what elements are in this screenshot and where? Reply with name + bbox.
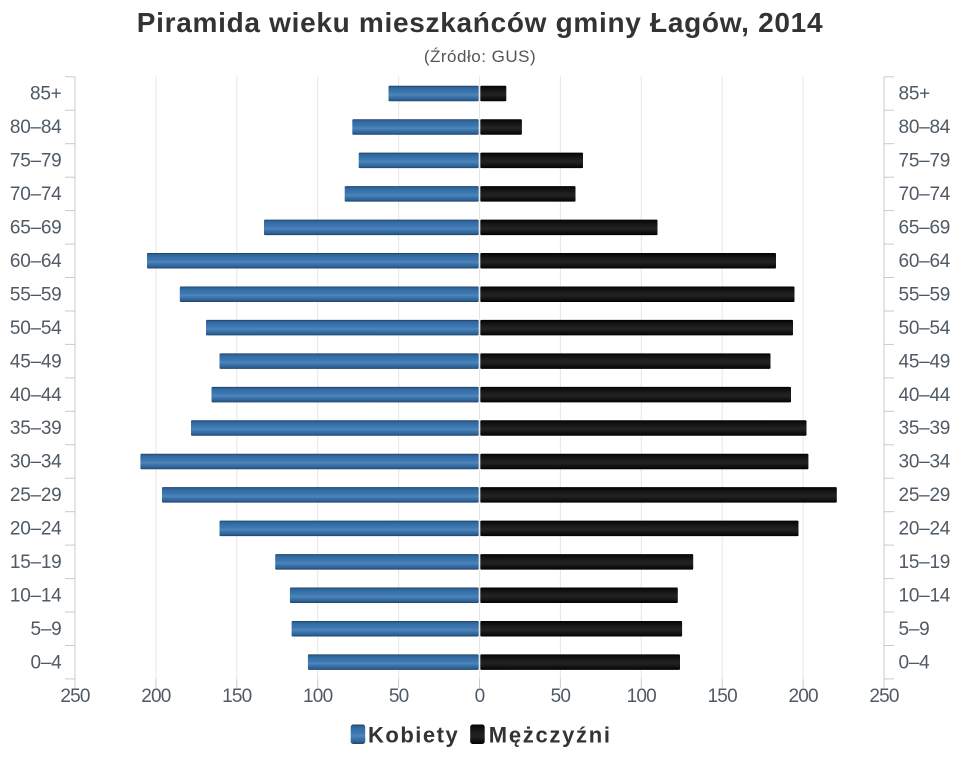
svg-text:150: 150	[222, 686, 252, 707]
svg-text:85+: 85+	[30, 84, 62, 105]
svg-text:35–39: 35–39	[10, 418, 62, 439]
svg-text:100: 100	[303, 686, 333, 707]
svg-text:Kobiety: Kobiety	[368, 722, 459, 747]
svg-text:65–69: 65–69	[10, 218, 62, 239]
svg-text:40–44: 40–44	[899, 385, 951, 406]
svg-text:60–64: 60–64	[899, 251, 951, 272]
svg-text:65–69: 65–69	[899, 218, 951, 239]
svg-text:10–14: 10–14	[10, 586, 62, 607]
svg-text:35–39: 35–39	[899, 418, 951, 439]
svg-text:5–9: 5–9	[899, 619, 930, 640]
svg-text:45–49: 45–49	[10, 351, 62, 372]
svg-text:200: 200	[788, 686, 818, 707]
svg-text:200: 200	[141, 686, 171, 707]
svg-text:50–54: 50–54	[10, 318, 62, 339]
svg-text:70–74: 70–74	[899, 184, 951, 205]
svg-text:60–64: 60–64	[10, 251, 62, 272]
svg-text:70–74: 70–74	[10, 184, 62, 205]
svg-text:20–24: 20–24	[10, 519, 62, 540]
svg-text:30–34: 30–34	[899, 452, 951, 473]
svg-text:40–44: 40–44	[10, 385, 62, 406]
svg-text:50–54: 50–54	[899, 318, 951, 339]
svg-text:20–24: 20–24	[899, 519, 951, 540]
svg-text:75–79: 75–79	[10, 151, 62, 172]
svg-text:0–4: 0–4	[899, 652, 931, 673]
svg-text:45–49: 45–49	[899, 351, 951, 372]
svg-text:50: 50	[389, 686, 409, 707]
svg-text:150: 150	[708, 686, 738, 707]
svg-text:0–4: 0–4	[31, 652, 63, 673]
svg-text:55–59: 55–59	[10, 284, 62, 305]
svg-text:80–84: 80–84	[899, 117, 951, 138]
svg-text:250: 250	[60, 686, 90, 707]
svg-text:Mężczyźni: Mężczyźni	[489, 722, 612, 747]
svg-text:15–19: 15–19	[10, 552, 62, 573]
svg-text:55–59: 55–59	[899, 284, 951, 305]
svg-text:(Źródło: GUS): (Źródło: GUS)	[424, 47, 536, 66]
svg-text:50: 50	[551, 686, 571, 707]
svg-text:75–79: 75–79	[899, 151, 951, 172]
svg-text:250: 250	[869, 686, 899, 707]
svg-text:100: 100	[627, 686, 657, 707]
svg-text:25–29: 25–29	[899, 485, 951, 506]
svg-text:15–19: 15–19	[899, 552, 951, 573]
svg-text:30–34: 30–34	[10, 452, 62, 473]
svg-text:25–29: 25–29	[10, 485, 62, 506]
svg-text:5–9: 5–9	[31, 619, 62, 640]
svg-text:85+: 85+	[899, 84, 931, 105]
svg-text:80–84: 80–84	[10, 117, 62, 138]
svg-text:10–14: 10–14	[899, 586, 951, 607]
svg-text:Piramida wieku mieszkańców gmi: Piramida wieku mieszkańców gminy Łagów, …	[137, 7, 823, 38]
svg-text:0: 0	[475, 686, 485, 707]
